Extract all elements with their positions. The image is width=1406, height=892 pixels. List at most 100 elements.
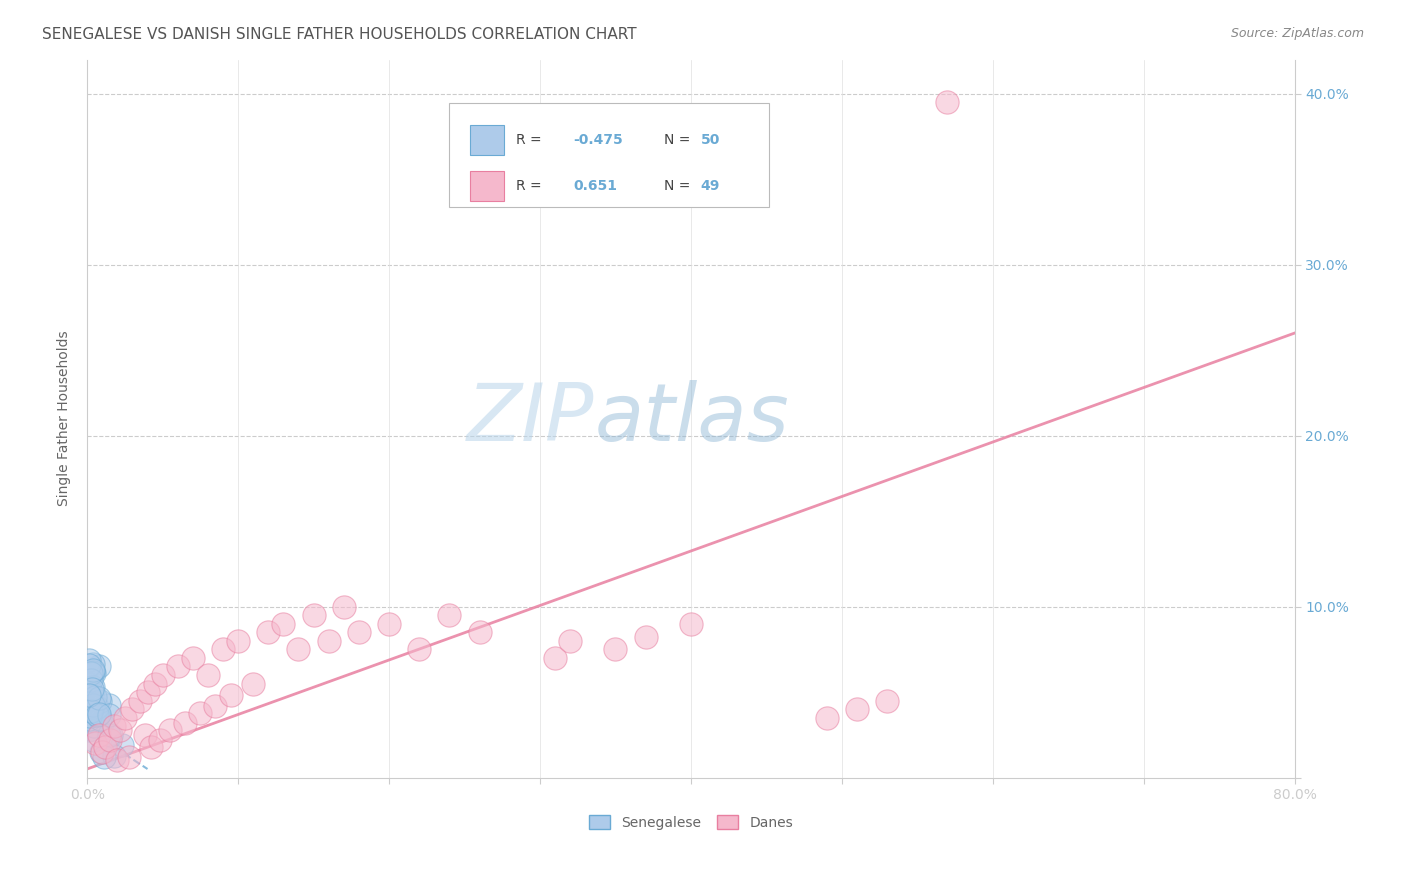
Point xyxy=(89,728,111,742)
Text: N =: N = xyxy=(664,178,690,193)
Point xyxy=(197,668,219,682)
Point xyxy=(845,702,868,716)
Point xyxy=(332,599,354,614)
Point xyxy=(136,685,159,699)
Point xyxy=(439,608,461,623)
Point xyxy=(82,657,104,671)
Point xyxy=(77,677,100,691)
Point xyxy=(149,733,172,747)
Point xyxy=(134,728,156,742)
Point xyxy=(103,749,125,764)
Point xyxy=(82,690,104,705)
Point xyxy=(468,625,491,640)
Point xyxy=(80,704,103,718)
Point xyxy=(100,728,122,742)
Bar xyxy=(470,125,503,155)
Y-axis label: Single Father Households: Single Father Households xyxy=(58,331,72,507)
Point xyxy=(82,699,104,714)
Point xyxy=(80,722,103,736)
Point xyxy=(83,736,105,750)
Point xyxy=(139,739,162,754)
Point xyxy=(87,690,110,705)
Point xyxy=(90,745,112,759)
Text: ZIP: ZIP xyxy=(467,380,595,458)
Point xyxy=(558,633,581,648)
Point xyxy=(287,642,309,657)
Point xyxy=(97,707,120,722)
Point xyxy=(89,694,111,708)
Point xyxy=(174,715,197,730)
Point xyxy=(110,723,132,737)
Point xyxy=(815,711,838,725)
Point xyxy=(347,625,370,640)
Point xyxy=(114,711,136,725)
Text: 0.651: 0.651 xyxy=(574,178,617,193)
Point xyxy=(936,95,959,110)
Point xyxy=(876,693,898,707)
Text: N =: N = xyxy=(664,133,690,147)
Point xyxy=(111,738,134,752)
Point xyxy=(79,692,101,706)
Point xyxy=(86,707,108,722)
Text: SENEGALESE VS DANISH SINGLE FATHER HOUSEHOLDS CORRELATION CHART: SENEGALESE VS DANISH SINGLE FATHER HOUSE… xyxy=(42,27,637,42)
Point xyxy=(83,665,105,680)
Bar xyxy=(470,170,503,201)
Point xyxy=(80,665,103,680)
Point xyxy=(257,625,280,640)
Point xyxy=(80,681,103,696)
Point xyxy=(77,712,100,726)
Point xyxy=(219,689,242,703)
Point xyxy=(129,693,152,707)
Point xyxy=(97,698,120,712)
Text: R =: R = xyxy=(516,133,541,147)
Point xyxy=(94,739,117,754)
Point xyxy=(82,665,104,680)
Point xyxy=(118,750,141,764)
Point xyxy=(679,616,702,631)
Point xyxy=(90,716,112,731)
Point xyxy=(318,633,340,648)
Point xyxy=(77,653,100,667)
Point xyxy=(79,688,101,702)
Text: 50: 50 xyxy=(700,133,720,147)
Point xyxy=(302,608,325,623)
Point xyxy=(166,659,188,673)
Point xyxy=(152,668,174,682)
Point xyxy=(82,680,104,694)
Point xyxy=(89,707,111,722)
Point xyxy=(80,696,103,710)
Point xyxy=(82,733,104,747)
Point xyxy=(83,719,105,733)
Point xyxy=(188,706,211,720)
Point xyxy=(82,663,104,677)
Text: Source: ZipAtlas.com: Source: ZipAtlas.com xyxy=(1230,27,1364,40)
Point xyxy=(86,706,108,720)
Point xyxy=(97,728,120,742)
Point xyxy=(77,723,100,737)
Point xyxy=(87,658,110,673)
Point xyxy=(86,699,108,714)
Point xyxy=(273,616,295,631)
Point xyxy=(103,719,125,733)
Point xyxy=(181,651,204,665)
Point xyxy=(79,696,101,710)
Point xyxy=(408,642,430,657)
Point xyxy=(83,690,105,704)
Point xyxy=(79,709,101,723)
Point xyxy=(605,642,627,657)
Point xyxy=(226,633,249,648)
Point xyxy=(212,642,235,657)
Point xyxy=(80,685,103,699)
Text: -0.475: -0.475 xyxy=(574,133,623,147)
Point xyxy=(77,657,100,672)
Text: 49: 49 xyxy=(700,178,720,193)
Point xyxy=(77,682,100,697)
Point xyxy=(93,749,115,764)
Point xyxy=(89,712,111,726)
Point xyxy=(242,676,264,690)
Point xyxy=(143,676,166,690)
Point xyxy=(77,689,100,703)
FancyBboxPatch shape xyxy=(450,103,769,207)
Point xyxy=(79,714,101,728)
Point xyxy=(159,723,181,737)
